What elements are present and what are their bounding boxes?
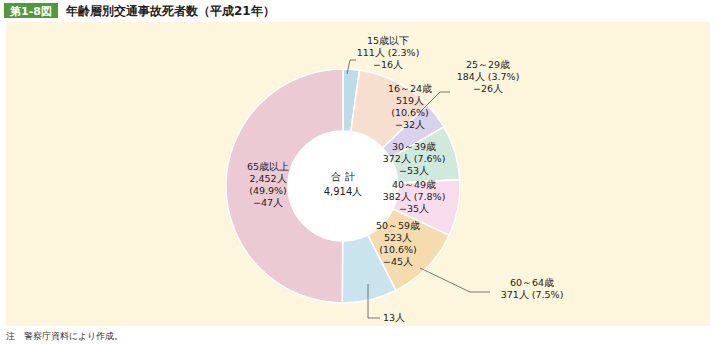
slice-label: 111人 (2.3%) — [357, 47, 420, 58]
label-part: (7.6%) — [411, 153, 446, 164]
label-part: 40～49歳 — [392, 179, 436, 190]
label-part: 184人 — [457, 71, 485, 82]
label-part: 16～24歳 — [388, 83, 432, 94]
title: 年齢層別交通事故死者数（平成21年） — [65, 4, 275, 18]
slice-label: 50～59歳 — [376, 220, 420, 231]
label-part: 372人 — [383, 153, 411, 164]
label-part: −16人 — [373, 59, 403, 70]
label-part: −32人 — [395, 119, 425, 130]
label-part: (10.6%) — [379, 244, 417, 255]
label-part: 382人 — [383, 191, 411, 202]
label-part: 371人 — [501, 289, 529, 300]
slice-label: −53人 — [399, 165, 429, 176]
slice-label: 2,452人 — [249, 173, 286, 184]
slice-label: 382人 (7.8%) — [383, 191, 446, 202]
label-part: (3.7%) — [485, 71, 520, 82]
panel — [6, 22, 710, 326]
slice-label: −35人 — [399, 203, 429, 214]
slice-label: 184人 (3.7%) — [457, 71, 520, 82]
label-part: −45人 — [383, 256, 413, 267]
leader-line — [347, 60, 356, 74]
slice-label: −16人 — [373, 59, 403, 70]
figure-label: 第1-8図 — [9, 5, 52, 18]
figure-label-box — [4, 3, 58, 18]
label-part: −26人 — [473, 83, 503, 94]
label-part: 111人 — [357, 47, 385, 58]
center-label: 合 計 — [331, 171, 354, 182]
leader-line — [368, 284, 380, 318]
slice-label: 13人 — [383, 312, 405, 323]
slice-label: 16～24歳 — [388, 83, 432, 94]
total-label: 4,914人 — [324, 186, 363, 197]
label-part: −53人 — [399, 165, 429, 176]
label-part: 2,452人 — [249, 173, 286, 184]
label-part: (2.3%) — [385, 47, 420, 58]
slice-label: 65歳以上 — [247, 161, 289, 172]
slice-label: 60～64歳 — [510, 277, 554, 288]
slice-label: 15歳以下 — [367, 35, 409, 46]
slice-label: 372人 (7.6%) — [383, 153, 446, 164]
label-part: 30～39歳 — [392, 141, 436, 152]
label-part: 25～29歳 — [466, 59, 510, 70]
slice-label: −45人 — [383, 256, 413, 267]
label-part: 519人 — [396, 95, 424, 106]
slice-label: (10.6%) — [379, 244, 417, 255]
slice-label: 40～49歳 — [392, 179, 436, 190]
label-part: (7.5%) — [529, 289, 564, 300]
note: 注 警察庁資料により作成。 — [6, 331, 123, 341]
label-part: (49.9%) — [249, 185, 287, 196]
slice-label: −32人 — [395, 119, 425, 130]
label-part: 15歳以下 — [367, 35, 409, 46]
label-part: 60～64歳 — [510, 277, 554, 288]
slice-label: 25～29歳 — [466, 59, 510, 70]
slice-label: 30～39歳 — [392, 141, 436, 152]
slices — [226, 69, 460, 303]
label-part: 65歳以上 — [247, 161, 289, 172]
label-part: (7.8%) — [411, 191, 446, 202]
slice-label: (49.9%) — [249, 185, 287, 196]
leader-line — [420, 92, 450, 112]
slice-label: 523人 — [384, 232, 412, 243]
label-part: −47人 — [253, 197, 283, 208]
slice-label: 519人 — [396, 95, 424, 106]
label-part: −35人 — [399, 203, 429, 214]
slice-label: 371人 (7.5%) — [501, 289, 564, 300]
slice-label: −47人 — [253, 197, 283, 208]
slice-label: −26人 — [473, 83, 503, 94]
label-part: 50～59歳 — [376, 220, 420, 231]
chart: 第1-8図年齢層別交通事故死者数（平成21年） 合 計 4,914人 15歳以下111… — [0, 0, 716, 344]
label-part: 523人 — [384, 232, 412, 243]
leader-line — [420, 268, 490, 292]
